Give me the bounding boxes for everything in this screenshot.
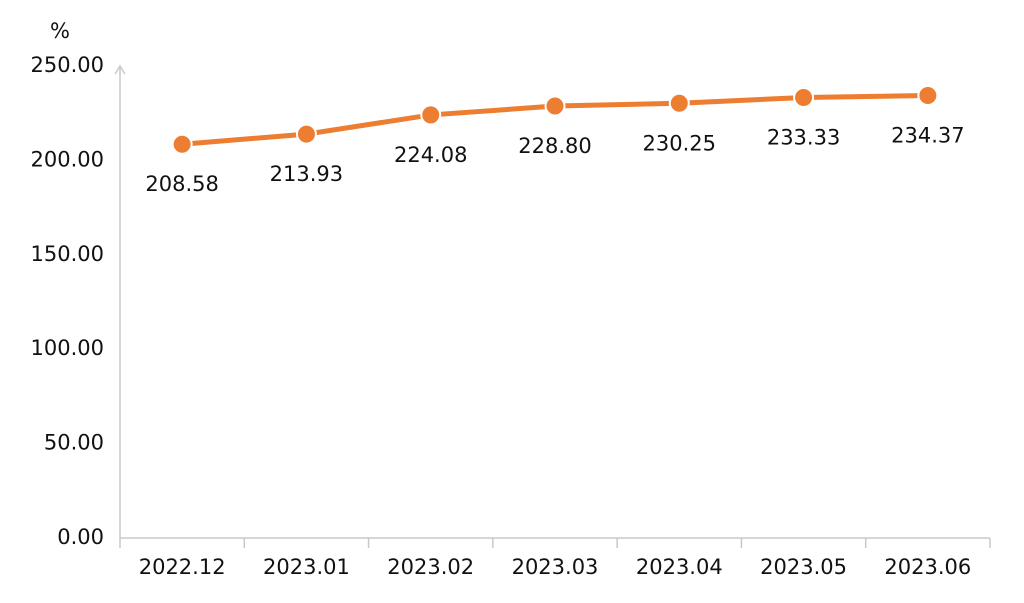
- y-axis-arrow: [114, 64, 126, 75]
- y-tick-label: 100.00: [31, 336, 104, 360]
- x-tick-label: 2023.06: [884, 555, 971, 579]
- point: [917, 85, 939, 107]
- x-tick-label: 2022.12: [139, 555, 226, 579]
- x-tick-label: 2023.01: [263, 555, 350, 579]
- y-tick-label: 200.00: [31, 147, 104, 171]
- y-axis-label: %: [50, 19, 70, 43]
- data-label: 230.25: [643, 131, 716, 155]
- data-label: 213.93: [270, 162, 343, 186]
- data-label: 234.37: [891, 124, 964, 148]
- y-tick-label: 250.00: [31, 53, 104, 77]
- point: [544, 95, 566, 117]
- x-tick-label: 2023.02: [387, 555, 474, 579]
- point: [171, 133, 193, 155]
- x-tick-label: 2023.05: [760, 555, 847, 579]
- data-label: 224.08: [394, 143, 467, 167]
- y-tick-label: 50.00: [44, 431, 104, 455]
- data-label: 228.80: [518, 134, 591, 158]
- data-label: 208.58: [145, 172, 218, 196]
- x-tick-label: 2023.03: [512, 555, 599, 579]
- x-tick-label: 2023.04: [636, 555, 723, 579]
- point: [668, 92, 690, 114]
- point: [420, 104, 442, 126]
- point: [793, 86, 815, 108]
- point: [295, 123, 317, 145]
- data-label: 233.33: [767, 125, 840, 149]
- y-tick-label: 0.00: [57, 525, 104, 549]
- y-tick-label: 150.00: [31, 242, 104, 266]
